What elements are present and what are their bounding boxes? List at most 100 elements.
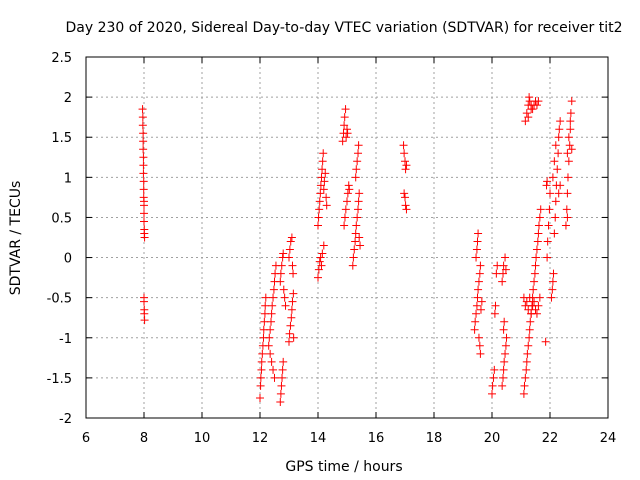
data-point [280,293,289,302]
data-point [470,325,479,334]
data-point [260,317,269,326]
data-point [490,365,499,374]
data-point [401,157,409,166]
data-point [318,165,327,174]
data-point [530,269,539,278]
data-point [316,189,325,198]
data-point [499,325,508,334]
data-point [316,181,325,190]
data-point [289,333,298,342]
data-point [351,237,360,246]
data-point [523,349,532,358]
data-point [472,253,481,262]
data-point [139,153,148,162]
data-point [289,269,298,278]
data-point [139,145,148,154]
data-point [281,301,290,310]
data-point [316,253,325,262]
data-point [471,317,480,326]
data-point [566,125,575,134]
y-tick-label: -1 [59,332,72,347]
data-point [529,285,538,294]
data-point [267,309,276,318]
data-point [321,169,330,178]
data-point [270,373,279,382]
data-point [340,213,349,222]
data-point [315,257,324,266]
y-tick-label: 0 [64,252,72,267]
data-point [536,205,545,214]
data-point [319,241,328,250]
data-point [525,333,534,342]
y-tick-label: 0.5 [51,211,72,226]
x-tick-label: 14 [310,431,327,446]
data-point [401,201,410,210]
data-point [266,349,275,358]
data-point [543,177,552,186]
data-point [256,393,264,402]
data-point [256,373,265,382]
data-point [551,141,560,150]
data-point [341,105,350,114]
x-tick-label: 6 [82,431,90,446]
data-point [279,249,288,258]
data-point [563,149,572,158]
data-point [401,165,410,174]
data-point [564,133,573,142]
data-point [542,181,551,190]
data-point [525,93,534,102]
data-point [140,233,149,242]
data-point [267,357,276,366]
data-point [399,141,408,150]
data-point [551,213,560,222]
data-point [288,297,297,306]
data-point [260,309,269,318]
data-point [261,293,270,302]
data-point [548,173,557,182]
data-point [474,333,483,342]
data-point [566,117,575,126]
data-point [343,189,352,198]
data-point [472,245,481,254]
data-point [314,273,322,282]
data-point [522,365,531,374]
data-point [354,149,363,158]
data-point [547,293,556,302]
y-axis-label: SDTVAR / TECUs [8,181,24,296]
data-point [345,185,354,194]
data-point [317,261,326,270]
data-point [534,221,543,230]
x-tick-label: 20 [484,431,501,446]
data-point [531,261,540,270]
data-point [490,309,499,318]
data-point [534,97,543,106]
plot-frame [85,56,609,419]
data-point [488,389,496,398]
data-point [318,157,327,166]
data-point [476,305,485,314]
data-point [501,341,510,350]
data-point [499,365,508,374]
data-point [562,205,571,214]
data-point [340,121,349,130]
data-point [348,261,357,270]
data-point [279,357,288,366]
data-point [343,125,351,134]
y-tick-label: 1 [64,171,72,186]
data-point [546,189,554,198]
data-point [532,309,541,318]
x-tick-label: 24 [600,431,617,446]
data-point [140,217,148,226]
axis-ticks [85,56,609,419]
data-point [526,317,535,326]
y-tick-label: 2.5 [51,51,72,66]
grid-lines [86,57,608,418]
data-point [473,293,482,302]
x-tick-labels: 6 8 10 12 14 16 18 20 22 24 [82,431,616,446]
data-point [548,277,557,286]
data-point [472,301,481,310]
data-point [545,205,554,214]
data-point [489,373,498,382]
data-point [501,253,510,262]
data-point [544,221,553,230]
